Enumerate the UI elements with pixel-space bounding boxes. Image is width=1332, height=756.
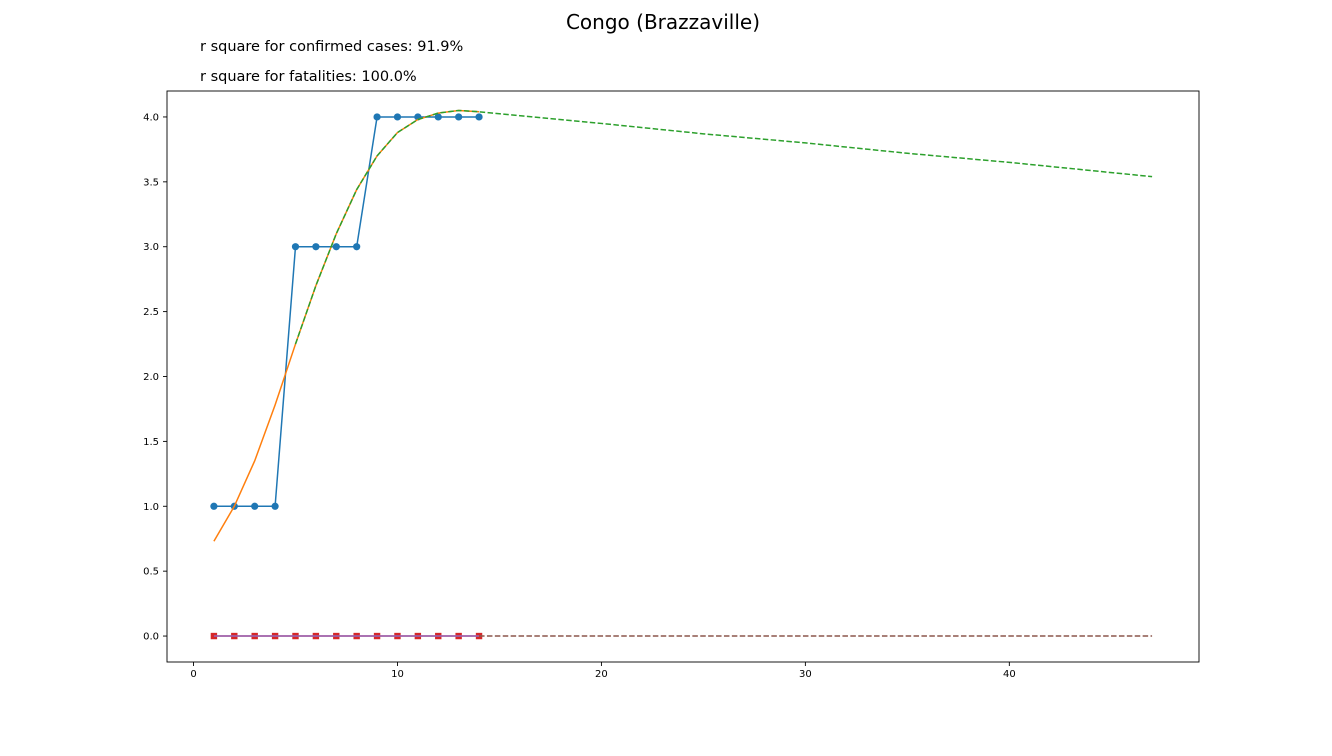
axis-layer: 0 10 20 30 40 0.0 0.5 1.0 1.5 2.0 2.5 3.0 3.5 4.0 [143,112,1016,680]
observed-confirmed-point [251,502,259,510]
y-tick-label: 4.0 [143,112,159,123]
y-tick-label: 2.0 [143,372,159,383]
y-tick-label: 1.0 [143,502,159,513]
x-tick-label: 20 [595,669,608,680]
observed-confirmed-point [312,243,320,251]
observed-confirmed-point [210,502,218,510]
observed-confirmed-point [475,113,483,121]
r-square-fatalities-annotation: r square for fatalities: 100.0% [200,69,417,85]
y-tick-label: 0.0 [143,632,159,643]
observed-fatalities-point [210,632,218,640]
x-tick-label: 10 [391,669,404,680]
plot-frame [166,90,1200,663]
observed-confirmed-point [434,113,442,121]
y-tick-label: 2.5 [143,307,159,318]
y-tick-label: 1.5 [143,437,159,448]
observed-confirmed-point [353,243,361,251]
observed-confirmed-point [291,243,300,251]
plot-layer [210,109,1153,640]
y-tick-label: 0.5 [143,567,159,578]
observed-confirmed-point [271,502,279,510]
observed-confirmed-line [213,116,480,508]
x-tick-label: 0 [190,669,196,680]
y-tick-label: 3.5 [143,177,159,188]
fit-confirmed-line [213,109,480,542]
projection-confirmed-line [294,109,1153,345]
observed-confirmed-point [393,113,402,121]
x-tick-label: 30 [799,669,812,680]
y-tick-label: 3.0 [143,242,159,253]
chart-title: Congo (Brazzaville) [565,10,761,34]
r-square-confirmed-annotation: r square for confirmed cases: 91.9% [200,39,464,55]
observed-confirmed-point [332,243,340,251]
observed-confirmed-point [373,113,381,121]
x-tick-label: 40 [1003,669,1016,680]
observed-confirmed-point [455,113,463,121]
